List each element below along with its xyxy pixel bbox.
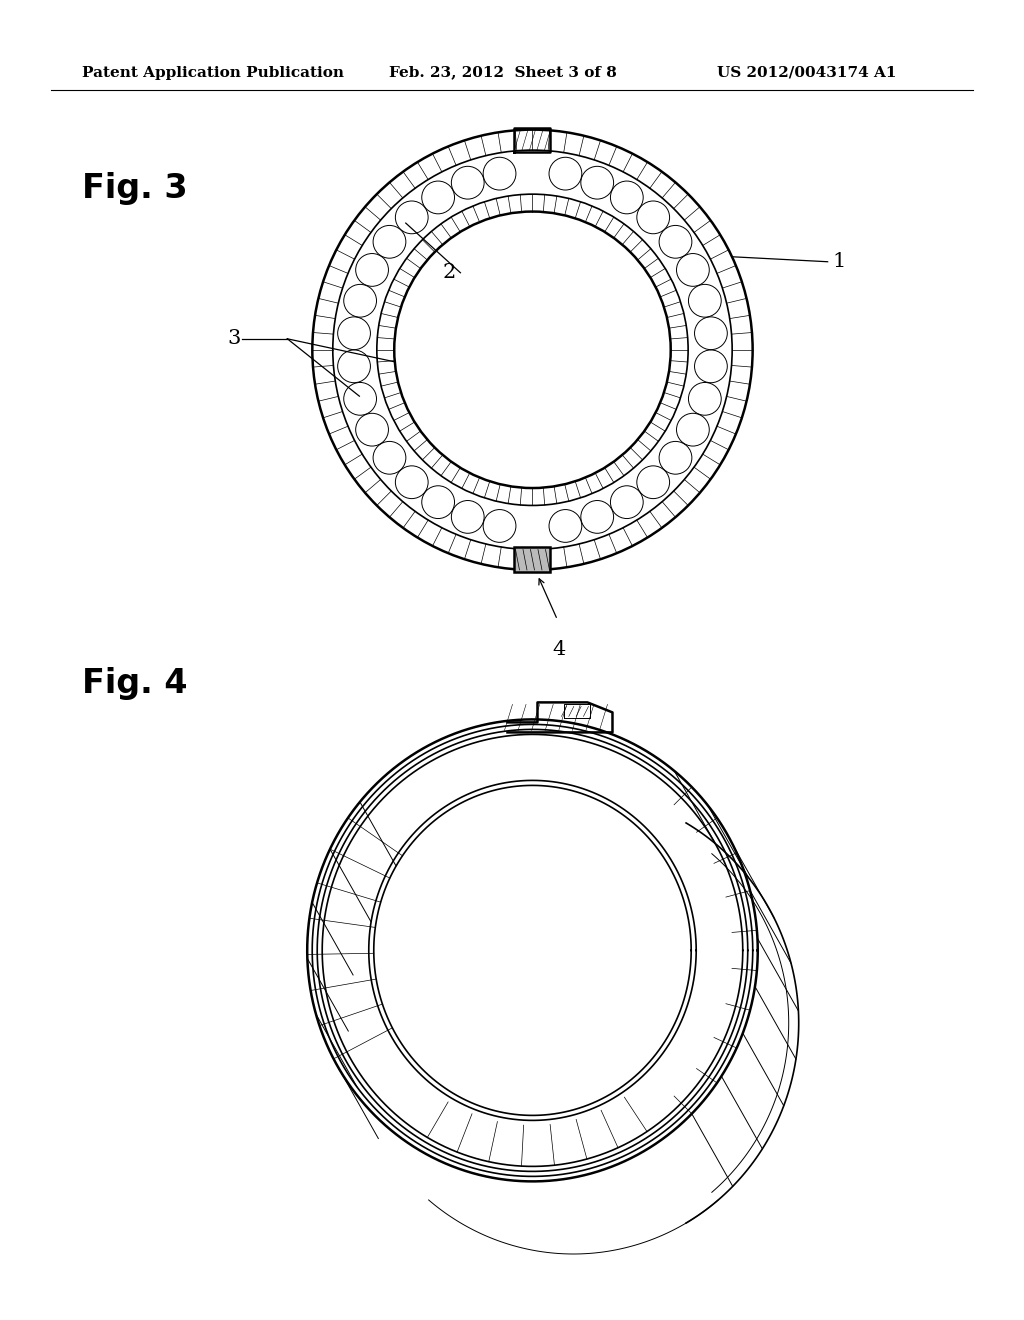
Text: Patent Application Publication: Patent Application Publication xyxy=(82,66,344,79)
Text: Fig. 3: Fig. 3 xyxy=(82,172,187,205)
Text: 2: 2 xyxy=(442,263,456,282)
Polygon shape xyxy=(514,548,551,572)
Text: Fig. 4: Fig. 4 xyxy=(82,667,187,700)
Text: 3: 3 xyxy=(227,329,241,348)
Text: 1: 1 xyxy=(833,252,846,271)
Text: 4: 4 xyxy=(553,640,565,659)
Circle shape xyxy=(394,211,671,488)
Circle shape xyxy=(379,797,686,1104)
Text: Feb. 23, 2012  Sheet 3 of 8: Feb. 23, 2012 Sheet 3 of 8 xyxy=(389,66,617,79)
Text: US 2012/0043174 A1: US 2012/0043174 A1 xyxy=(717,66,896,79)
Ellipse shape xyxy=(374,785,691,1115)
